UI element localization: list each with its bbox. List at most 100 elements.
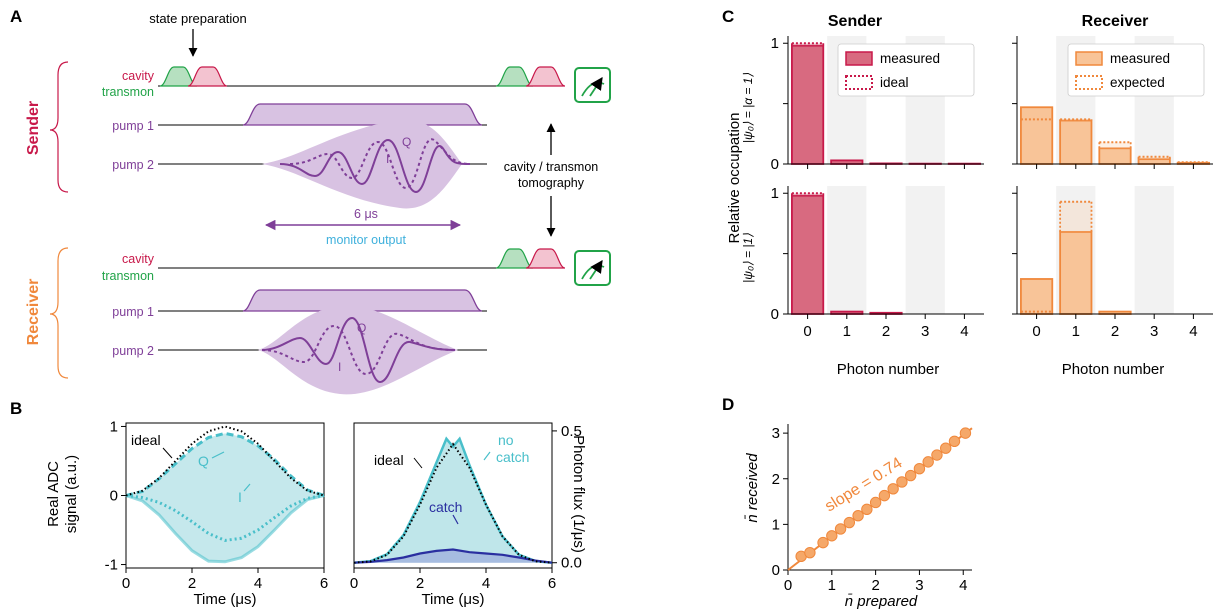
c-ylabel: Relative occupation xyxy=(726,113,743,244)
b-right-ideal-line xyxy=(353,442,553,564)
panel-b-right: Photon flux (1/μs) Time (μs) 0 2 4 60.00.5 … xyxy=(350,422,587,608)
b-left-y-tick-label: 1 xyxy=(110,418,118,435)
d-y-tick-label: 3 xyxy=(772,425,780,442)
b-right-nocatch-fill xyxy=(354,438,552,563)
b-left-x-tick-label: 0 xyxy=(122,575,130,592)
c-receiver-legend-expected: expected xyxy=(1110,75,1165,90)
c-sender-one-y-tick-label: 0 xyxy=(771,306,779,323)
receiver-readout-needle xyxy=(589,259,603,280)
d-point xyxy=(959,427,972,439)
b-right-nocatch-label-2: catch xyxy=(496,449,529,465)
b-left-q-pointer xyxy=(211,451,225,459)
receiver-pump2-envelope xyxy=(258,305,458,395)
b-left-xlabel: Time (μs) xyxy=(193,591,256,608)
b-left-ideal-label: ideal xyxy=(131,432,161,448)
b-left-x-tick-label: 4 xyxy=(254,575,262,592)
c-receiver-one-bar-ref-fill xyxy=(1060,201,1092,232)
sender-q-label: Q xyxy=(402,135,411,149)
b-left-ylabel-1: Real ADC xyxy=(45,461,62,527)
b-right-y-tick-label: 0.0 xyxy=(561,555,582,572)
b-right-catch-fill xyxy=(354,549,552,563)
c-sender-one-x-tick-label: 2 xyxy=(882,323,890,340)
c-sender-alpha-bar-measured xyxy=(791,44,825,165)
b-right-catch-line xyxy=(353,548,553,564)
c-receiver-alpha-bar-ref-fill xyxy=(1177,162,1210,163)
receiver-label: Receiver xyxy=(25,279,42,346)
b-left-ideal-line xyxy=(125,425,325,497)
b-right-nocatch-line xyxy=(353,436,553,564)
d-point xyxy=(804,546,816,559)
c-receiver-one-bar-measured xyxy=(1059,230,1093,315)
b-right-ideal-pointer xyxy=(413,457,423,469)
panel-letter-d: D xyxy=(722,395,734,414)
panel-c: Sender Receiver |ψ₀⟩ = |α = 1⟩ |ψ₀⟩ = |1… xyxy=(726,13,1213,378)
c-sender-alpha-bar-measured xyxy=(830,159,864,165)
c-sender-alpha-y-tick-label: 1 xyxy=(771,35,779,52)
c-sender-one-bar-measured xyxy=(791,194,825,315)
c-sender-legend-ideal: ideal xyxy=(880,75,909,90)
c-receiver-one-x-tick-label: 3 xyxy=(1150,323,1158,340)
c-sender-one-stripe xyxy=(905,186,945,314)
tomography-label-2: tomography xyxy=(518,176,585,190)
c-receiver-one-x-tick-label: 1 xyxy=(1072,323,1080,340)
c-receiver-alpha-bar-measured xyxy=(1137,158,1171,165)
sender-cavity-pulse-tomo xyxy=(525,66,566,87)
sender-readout-needle xyxy=(589,76,603,97)
c-sender-one-y-tick-label: 1 xyxy=(771,185,779,202)
b-right-x-tick-label: 4 xyxy=(482,575,490,592)
b-left-i-pointer xyxy=(243,483,251,492)
c-row-label-alpha: |ψ₀⟩ = |α = 1⟩ xyxy=(741,73,755,144)
receiver-pump1-label: pump 1 xyxy=(112,305,154,319)
c-receiver-alpha-bar-measured xyxy=(1098,147,1132,165)
c-row-label-one: |ψ₀⟩ = |1⟩ xyxy=(741,233,755,283)
d-point xyxy=(834,523,847,535)
c-sender-one-x-tick-label: 3 xyxy=(921,323,929,340)
panel-a-pulse-sequence: state preparation Sender cavity transmon… xyxy=(25,11,611,395)
d-point xyxy=(878,489,891,502)
d-point xyxy=(922,456,934,468)
d-x-tick-label: 3 xyxy=(915,577,923,594)
receiver-cavity-pulse xyxy=(525,248,566,269)
c-receiver-one-stripe xyxy=(1134,186,1174,314)
receiver-pump2-q xyxy=(261,324,456,376)
d-point xyxy=(861,503,873,516)
receiver-brace xyxy=(49,247,69,379)
d-point xyxy=(826,530,838,542)
sender-pump2-q xyxy=(289,138,471,190)
c-sender-one-bar-ref-fill xyxy=(791,193,824,196)
c-sender-one-stripe xyxy=(827,186,867,314)
b-left-q-label: Q xyxy=(198,453,209,469)
monitor-output-label: monitor output xyxy=(326,233,406,247)
sender-brace xyxy=(49,61,69,193)
b-left-y-tick-label: -1 xyxy=(105,557,118,574)
d-y-tick-label: 1 xyxy=(772,516,780,533)
sender-transmon-pulse-tomo xyxy=(495,66,534,87)
c-receiver-one-bar-measured xyxy=(1020,278,1054,315)
d-x-tick-label: 0 xyxy=(784,577,792,594)
receiver-transmon-pulse xyxy=(495,248,534,269)
b-left-x-tick-label: 2 xyxy=(188,575,196,592)
c-receiver-legend: measured expected xyxy=(1067,43,1205,97)
d-x-tick-label: 4 xyxy=(959,577,967,594)
d-y-tick-label: 0 xyxy=(772,562,780,579)
sender-i-label: I xyxy=(386,152,389,166)
c-sender-title: Sender xyxy=(828,13,882,30)
b-right-xlabel: Time (μs) xyxy=(421,591,484,608)
c-receiver-one-x-tick-label: 2 xyxy=(1111,323,1119,340)
c-sender-one-x-tick-label: 0 xyxy=(803,323,811,340)
b-right-nocatch-pointer xyxy=(483,451,491,461)
b-left-envelope-line xyxy=(125,494,325,564)
d-point xyxy=(869,496,882,509)
d-point xyxy=(852,510,864,522)
b-left-ideal-pointer xyxy=(162,447,173,459)
sender-pump1-label: pump 1 xyxy=(112,119,154,133)
duration-label: 6 μs xyxy=(354,207,378,221)
b-left-i-label: I xyxy=(238,489,242,505)
b-right-frame xyxy=(353,422,553,569)
c-receiver-xlabel: Photon number xyxy=(1062,361,1165,378)
receiver-transmon-label: transmon xyxy=(102,269,154,283)
receiver-pump2-i xyxy=(261,316,456,384)
receiver-i-label: I xyxy=(338,360,341,374)
sender-label: Sender xyxy=(25,101,42,155)
